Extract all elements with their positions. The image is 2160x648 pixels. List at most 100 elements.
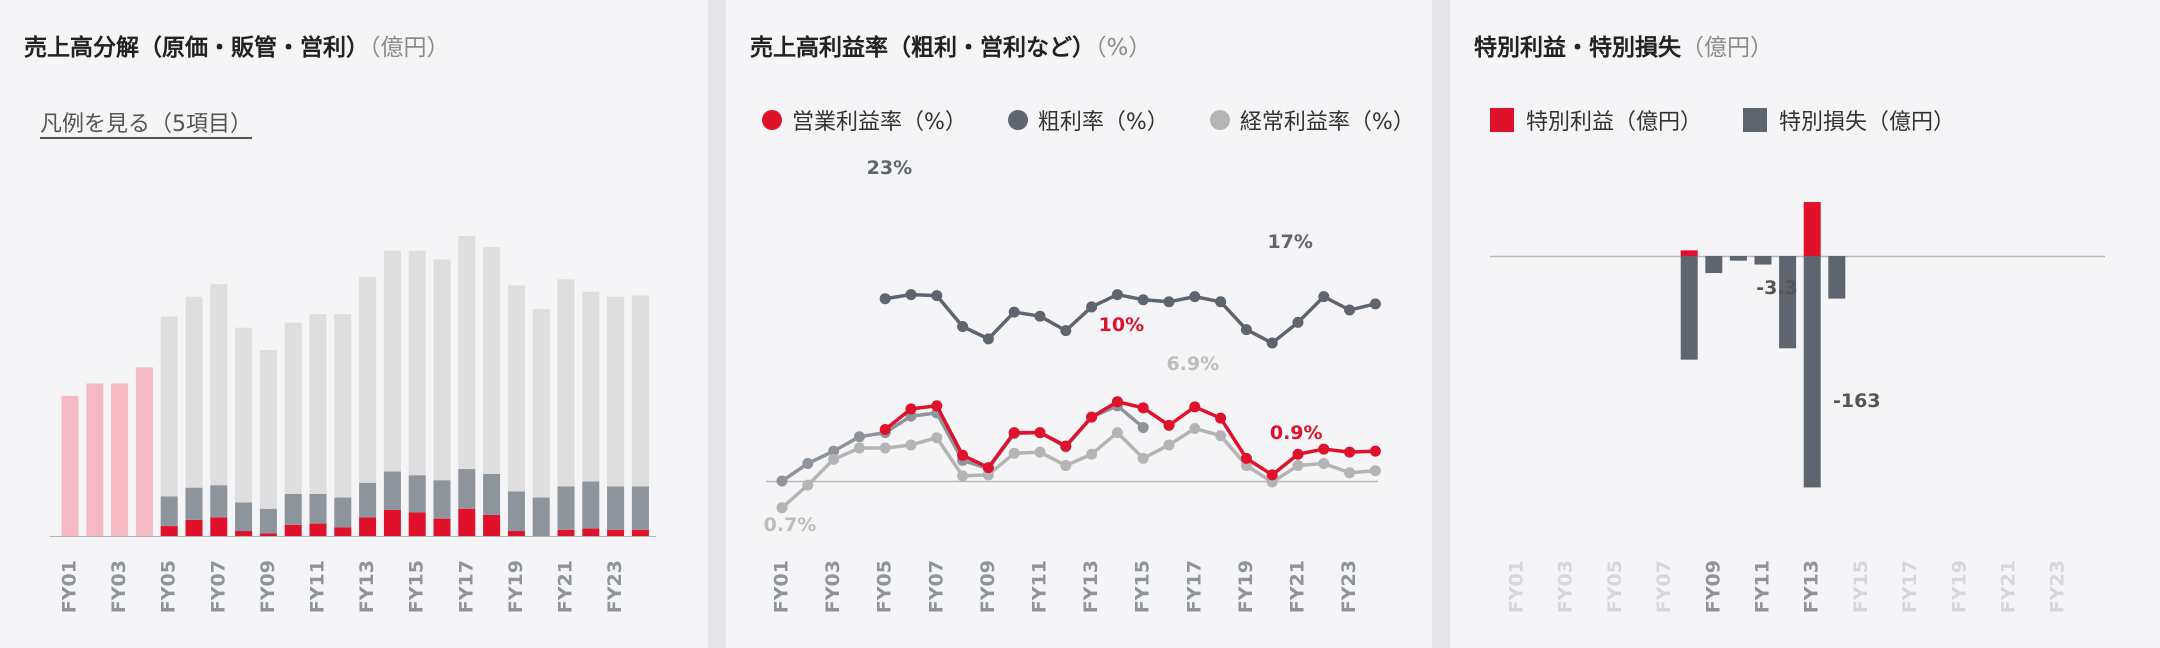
special-bar-s0-fy08	[1680, 250, 1698, 256]
legend-label-special-loss: 特別損失（億円）	[1779, 110, 1956, 135]
special-annotation-0: -3.3	[1756, 277, 1798, 299]
margin-point-s0-fy11	[1034, 427, 1046, 439]
legend-item-gross-margin[interactable]: 粗利率（%）	[1007, 104, 1169, 136]
legend-item-operating-margin[interactable]: 営業利益率（%）	[762, 104, 967, 136]
margin-point-s0-fy17	[1189, 401, 1201, 413]
sales-bar-s0-fy11	[309, 523, 327, 536]
sales-tick-fy11: FY11	[307, 560, 329, 613]
legend-swatch-special-gain	[1490, 108, 1514, 132]
sales-bar-s1-fy13	[359, 482, 377, 518]
sales-bar-s2-fy15	[408, 250, 426, 476]
sales-bar-s2-fy20	[532, 309, 550, 498]
margin-point-s1-fy15	[1137, 294, 1149, 306]
sales-bar-s2-fy22	[582, 291, 600, 482]
sales-bar-s2-fy18	[483, 247, 501, 474]
margin-point-s1-fy10	[1008, 306, 1020, 318]
special-items-legend: 特別利益（億円） 特別損失（億円）	[1490, 104, 1989, 138]
margin-point-s2-fy17	[1189, 422, 1201, 434]
margin-tick-fy01: FY01	[771, 560, 793, 613]
show-legend-link[interactable]: 凡例を見る（5項目）	[40, 112, 252, 137]
sales-bar-s1-fy20	[532, 497, 550, 536]
margin-point-s1-fy18	[1215, 296, 1227, 308]
margin-point-s3-fy03	[828, 445, 840, 457]
sales-bar-s2-fy23	[607, 296, 625, 487]
sales-bar-s0-fy16	[433, 518, 451, 536]
sales-tick-fy15: FY15	[406, 560, 428, 613]
margin-point-s1-fy17	[1189, 291, 1201, 303]
special-tick-fy23: FY23	[2047, 560, 2069, 613]
sales-bar-s1-fy08	[235, 502, 253, 532]
legend-label-operating-margin: 営業利益率（%）	[792, 110, 967, 135]
margin-point-s2-fy04	[853, 442, 865, 454]
margin-data-label-s2-1: 6.9%	[1166, 353, 1219, 375]
special-tick-fy11: FY11	[1752, 560, 1774, 613]
sales-bar-s0-fy12	[334, 527, 352, 536]
special-tick-fy07: FY07	[1653, 560, 1675, 613]
margin-point-s2-fy18	[1215, 430, 1227, 442]
legend-item-special-loss[interactable]: 特別損失（億円）	[1743, 104, 1955, 136]
sales-bar-s0-fy18	[483, 514, 501, 536]
margin-tick-fy21: FY21	[1287, 560, 1309, 613]
margin-point-s1-fy14	[1111, 289, 1123, 301]
margin-data-label-s1-1: 17%	[1267, 231, 1312, 253]
margin-point-s2-fy16	[1163, 439, 1175, 451]
sales-bar-s2-fy10	[284, 322, 302, 494]
sales-bar-s1-fy11	[309, 493, 327, 524]
sales-bar-s0-fy23	[607, 529, 625, 536]
margin-tick-fy17: FY17	[1183, 560, 1205, 613]
sales-bar-total-fy03	[111, 383, 129, 536]
sales-tick-fy17: FY17	[455, 560, 477, 613]
sales-bar-s2-fy14	[383, 250, 401, 472]
margin-point-s0-fy22	[1318, 443, 1330, 455]
margin-point-s1-fy20	[1266, 337, 1278, 349]
sales-breakdown-panel: 売上高分解（原価・販管・営利）（億円） 凡例を見る（5項目） FY01 FY03 F…	[0, 0, 708, 648]
sales-bar-s1-fy05	[160, 496, 178, 527]
margin-tick-fy15: FY15	[1132, 560, 1154, 613]
margin-panel: 売上高利益率（粗利・営利など）（%） 営業利益率（%） 粗利率（%） 経常利益率…	[726, 0, 1432, 648]
margin-point-s0-fy15	[1137, 402, 1149, 414]
margin-point-s1-fy05	[879, 293, 891, 305]
margin-point-s0-fy13	[1086, 411, 1098, 423]
sales-bar-s0-fy17	[458, 508, 476, 536]
legend-item-special-gain[interactable]: 特別利益（億円）	[1490, 104, 1702, 136]
margin-point-s2-fy08	[957, 470, 969, 482]
sales-bar-s1-fy24	[631, 486, 649, 530]
margin-unit: （%）	[1095, 35, 1152, 61]
sales-bar-s2-fy11	[309, 314, 327, 494]
sales-bar-s1-fy19	[507, 491, 525, 532]
sales-bar-s0-fy14	[383, 509, 401, 536]
margin-point-s3-fy01	[776, 475, 788, 487]
margin-point-s2-fy05	[879, 442, 891, 454]
margin-point-s3-fy04	[853, 431, 865, 443]
legend-item-ordinary-margin[interactable]: 経常利益率（%）	[1209, 104, 1408, 136]
special-tick-fy01: FY01	[1506, 560, 1528, 613]
sales-bar-s2-fy17	[458, 235, 476, 470]
special-items-panel: 特別利益・特別損失（億円） 特別利益（億円） 特別損失（億円） -3.3 -163…	[1450, 0, 2160, 648]
special-bar-s1-fy08	[1680, 256, 1698, 360]
margin-data-label-s0-0: 10%	[1099, 314, 1144, 336]
margin-point-s2-fy24	[1369, 465, 1381, 477]
sales-bar-s2-fy16	[433, 259, 451, 481]
sales-tick-fy01: FY01	[59, 560, 81, 613]
sales-bar-s1-fy12	[334, 497, 352, 528]
special-tick-fy15: FY15	[1850, 560, 1872, 613]
legend-label-special-gain: 特別利益（億円）	[1526, 110, 1703, 135]
margin-point-s0-fy12	[1060, 440, 1072, 452]
special-items-chart: -3.3 -163 FY01 FY03 FY05 FY07 FY09 FY11 FY13 FY15…	[1490, 202, 2105, 613]
sales-bar-s1-fy14	[383, 471, 401, 510]
margin-point-s0-fy07	[931, 400, 943, 412]
margin-tick-fy05: FY05	[874, 560, 896, 613]
special-tick-fy09: FY09	[1702, 560, 1724, 613]
legend-dot-gross-margin	[1007, 110, 1028, 130]
margin-point-s1-fy08	[957, 321, 969, 332]
margin-tick-fy23: FY23	[1338, 560, 1360, 613]
legend-label-gross-margin: 粗利率（%）	[1037, 110, 1169, 135]
margin-chart: 10% 0.9% 23% 17% 0.7% 6.9% FY01 FY03 FY05 FY07 FY0…	[764, 157, 1381, 613]
margin-point-s1-fy13	[1086, 301, 1098, 313]
margin-point-s0-fy05	[879, 424, 891, 435]
margin-point-s2-fy01	[776, 502, 788, 514]
sales-tick-fy21: FY21	[555, 560, 577, 613]
sales-bar-s0-fy13	[359, 517, 377, 536]
special-bar-s1-fy13	[1803, 256, 1821, 488]
sales-tick-fy07: FY07	[207, 560, 229, 613]
